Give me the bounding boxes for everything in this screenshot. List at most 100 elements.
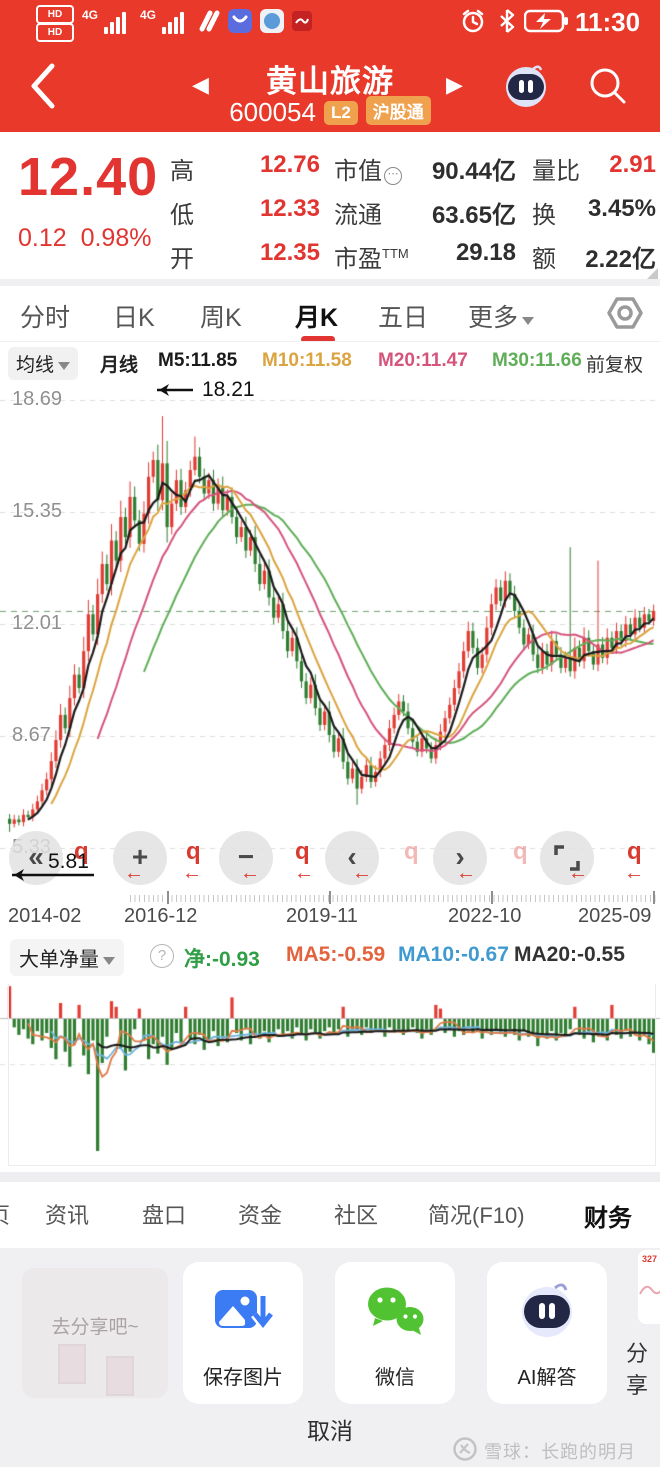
net-value: 净:-0.93 xyxy=(184,948,260,971)
stat-value: 63.65亿 xyxy=(431,201,516,229)
bottom-nav xyxy=(0,1182,660,1248)
zoom-in-button[interactable]: + xyxy=(113,831,167,885)
hgt-badge[interactable]: 沪股通 xyxy=(365,96,431,125)
arrow-watermark: ← xyxy=(240,862,260,884)
x-axis-label: 2014-02 xyxy=(8,905,82,927)
tab-day-k[interactable]: 日K xyxy=(113,304,155,332)
kline-chart[interactable] xyxy=(0,381,660,901)
ma-toolbar xyxy=(0,341,660,382)
djl-ma10-value: MA10:-0.67 xyxy=(398,943,509,966)
network-4g-label-1: 4G xyxy=(82,8,99,22)
slash-logo-icon xyxy=(196,9,222,38)
timeline-ruler[interactable] xyxy=(130,895,656,902)
nav-item-orderbook[interactable]: 盘口 xyxy=(142,1203,187,1228)
prev-stock-button[interactable]: ◀ xyxy=(192,72,209,97)
hd1-icon: HD xyxy=(36,5,74,24)
ma5-value: M5:11.85 xyxy=(158,350,238,371)
search-icon[interactable] xyxy=(586,64,630,113)
q-watermark: q xyxy=(74,838,89,865)
ma20-value: M20:11.47 xyxy=(378,350,468,371)
stat-label: 市盈 xyxy=(334,245,382,273)
ma-dropdown[interactable]: 均线 xyxy=(8,347,79,380)
back-button[interactable] xyxy=(28,62,58,115)
nav-item-partial[interactable]: 页 xyxy=(0,1198,10,1230)
nav-item-f10[interactable]: 简况(F10) xyxy=(428,1203,525,1228)
l2-badge[interactable]: L2 xyxy=(323,101,358,125)
tab-week-k[interactable]: 周K xyxy=(200,304,242,332)
stock-title: 黄山旅游 xyxy=(266,64,394,99)
tab-month-k[interactable]: 月K xyxy=(295,304,339,332)
stat-label: 市值 xyxy=(334,157,382,185)
wechat-share-button[interactable]: 微信 xyxy=(335,1262,455,1404)
stock-code-row: 600054 L2 沪股通 xyxy=(0,96,660,128)
ruler-tick xyxy=(653,891,655,904)
quote-stats: 高 12.76 市值 ⋯ 90.44亿 量比 2.91 低 12.33 流通 63.65亿 … xyxy=(170,146,656,278)
candle-doodle-icon xyxy=(58,1344,86,1384)
adjust-mode-label[interactable]: 前复权 xyxy=(586,355,644,376)
share-poster-thumbnail[interactable]: 327 xyxy=(638,1250,660,1324)
wechat-label: 微信 xyxy=(375,1367,415,1389)
pan-left-button[interactable]: ‹ xyxy=(325,831,379,885)
tab-more[interactable]: 更多 xyxy=(468,298,535,334)
network-4g-label-2: 4G xyxy=(140,8,157,22)
active-tab-underline xyxy=(301,336,335,343)
q-watermark: q xyxy=(404,838,419,865)
arrow-watermark: ← xyxy=(624,862,644,884)
share-poster-label[interactable]: 分享 xyxy=(626,1341,649,1398)
bluetooth-icon xyxy=(496,7,518,40)
fullscreen-button[interactable] xyxy=(540,831,594,885)
nav-item-news[interactable]: 资讯 xyxy=(45,1203,90,1228)
nav-item-finance[interactable]: 财务 xyxy=(584,1205,632,1232)
nav-item-community[interactable]: 社区 xyxy=(334,1203,379,1228)
watermark-text: 雪球：长跑的明月 xyxy=(484,1442,636,1462)
share-teaser-card[interactable]: 去分享吧~ xyxy=(22,1268,168,1398)
signal-bars-icon-2 xyxy=(162,12,184,34)
arrow-watermark: ← xyxy=(294,862,314,884)
ai-answer-label: AI解答 xyxy=(517,1367,577,1389)
stat-value: 2.91 xyxy=(609,150,656,178)
ma30-value: M30:11.66 xyxy=(492,350,582,371)
expand-quote-button[interactable] xyxy=(644,268,658,282)
caret-down-icon xyxy=(522,317,535,325)
arrow-watermark: ← xyxy=(124,862,144,884)
tab-fenshi[interactable]: 分时 xyxy=(20,304,71,332)
chart-settings-icon[interactable] xyxy=(604,292,646,339)
last-price: 12.40 xyxy=(18,147,159,207)
info-icon[interactable]: ⋯ xyxy=(384,166,402,185)
stat-value: 3.45% xyxy=(587,194,656,222)
nav-item-funds[interactable]: 资金 xyxy=(238,1203,283,1228)
pan-right-button[interactable]: › xyxy=(433,831,487,885)
ai-assistant-icon[interactable] xyxy=(503,63,549,114)
app-notification-icon-3 xyxy=(292,11,312,31)
next-stock-button[interactable]: ▶ xyxy=(446,72,463,97)
cancel-button[interactable]: 取消 xyxy=(307,1418,353,1444)
signal-bars-icon-1 xyxy=(104,12,126,34)
arrow-watermark: ← xyxy=(456,862,476,884)
ai-robot-icon xyxy=(522,1283,572,1337)
thumbnail-chart-icon xyxy=(639,1285,660,1295)
stat-label: 开 xyxy=(170,245,194,273)
stat-label: 低 xyxy=(170,201,194,229)
app-notification-icon-2 xyxy=(260,9,284,33)
save-image-button[interactable]: 保存图片 xyxy=(183,1262,303,1404)
indicator-dropdown[interactable]: 大单净量 xyxy=(10,939,124,976)
high-arrow-icon xyxy=(149,383,195,402)
ttm-superscript: TTM xyxy=(382,245,409,261)
stat-value: 90.44亿 xyxy=(431,157,516,185)
stat-label: 量比 xyxy=(532,157,580,185)
save-image-label: 保存图片 xyxy=(203,1367,283,1389)
ai-answer-button[interactable]: AI解答 xyxy=(487,1262,607,1404)
tab-five-day[interactable]: 五日 xyxy=(378,304,429,332)
ma-period-label: 月线 xyxy=(100,355,139,376)
save-image-icon xyxy=(215,1290,275,1333)
app-notification-icon-1 xyxy=(228,9,252,33)
alarm-icon xyxy=(460,8,486,39)
help-icon[interactable]: ? xyxy=(150,944,174,968)
stat-value: 12.33 xyxy=(259,194,320,222)
zoom-out-button[interactable]: − xyxy=(219,831,273,885)
djl-chart[interactable] xyxy=(0,984,660,1166)
status-time: 11:30 xyxy=(575,7,641,37)
djl-ma20-value: MA20:-0.55 xyxy=(514,943,625,966)
arrow-watermark: ← xyxy=(352,862,372,884)
